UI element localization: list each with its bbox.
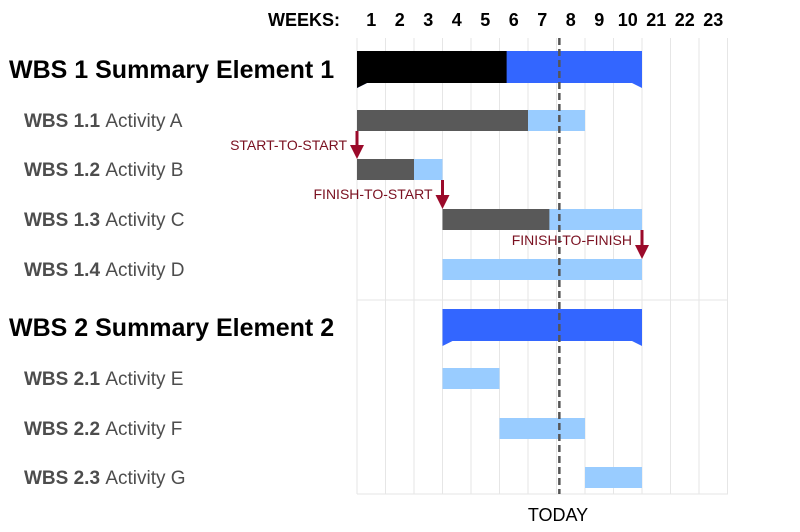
activity-label: WBS 2.3 Activity G	[24, 468, 186, 489]
week-number: 5	[480, 10, 490, 30]
dependency-label: FINISH-TO-START	[314, 186, 433, 202]
week-number: 1	[366, 10, 376, 30]
week-number: 10	[618, 10, 638, 30]
activity-code: WBS 1.2	[24, 160, 105, 181]
activity-bar-remaining	[585, 467, 642, 488]
activity-name: Activity C	[105, 210, 184, 231]
week-number: 7	[537, 10, 547, 30]
activity-code: WBS 1.3	[24, 210, 105, 231]
bar-layer	[357, 51, 642, 488]
arrow-head	[435, 195, 450, 209]
week-number: 21	[646, 10, 666, 30]
activity-code: WBS 2.1	[24, 369, 105, 390]
activity-bar-complete	[357, 159, 414, 180]
arrow-head	[635, 245, 649, 259]
summary-bar-complete	[357, 51, 507, 88]
dependency-arrow: FINISH-TO-START	[314, 180, 450, 209]
activity-code: WBS 1.1	[24, 111, 105, 132]
dependency-label: START-TO-START	[230, 137, 347, 153]
summary-label: WBS 1 Summary Element 1	[9, 56, 334, 84]
activity-label: WBS 2.2 Activity F	[24, 419, 182, 440]
activity-name: Activity G	[105, 468, 185, 489]
arrow-head	[350, 145, 364, 159]
activity-name: Activity E	[105, 369, 183, 390]
dependency-arrow: FINISH-TO-FINISH	[512, 230, 649, 259]
activity-name: Activity B	[105, 160, 183, 181]
activity-label: WBS 1.1 Activity A	[24, 111, 183, 132]
activity-label: WBS 2.1 Activity E	[24, 369, 183, 390]
activity-label: WBS 1.4 Activity D	[24, 260, 185, 281]
summary-bar	[357, 51, 642, 88]
summary-bar	[442, 309, 642, 346]
week-number: 9	[594, 10, 604, 30]
week-number: 3	[423, 10, 433, 30]
week-number: 6	[509, 10, 519, 30]
activity-name: Activity A	[105, 111, 182, 132]
activity-code: WBS 1.4	[24, 260, 105, 281]
week-number: 8	[566, 10, 576, 30]
week-number: 23	[703, 10, 723, 30]
dependency-label: FINISH-TO-FINISH	[512, 232, 632, 248]
today-label: TODAY	[528, 505, 588, 525]
activity-bar-remaining	[442, 368, 500, 389]
activity-code: WBS 2.2	[24, 419, 105, 440]
activity-name: Activity D	[105, 260, 184, 281]
activity-code: WBS 2.3	[24, 468, 105, 489]
summary-bar-remaining	[442, 309, 642, 346]
dependency-arrow: START-TO-START	[230, 131, 364, 159]
dependency-layer: START-TO-START FINISH-TO-START FINISH-TO-F…	[230, 131, 649, 259]
summary-label: WBS 2 Summary Element 2	[9, 314, 334, 342]
week-number: 22	[675, 10, 695, 30]
week-number: 4	[452, 10, 462, 30]
activity-label: WBS 1.2 Activity B	[24, 160, 183, 181]
row-labels: WBS 1 Summary Element 1 WBS 1.1 Activity …	[9, 56, 334, 489]
activity-name: Activity F	[105, 419, 182, 440]
activity-label: WBS 1.3 Activity C	[24, 210, 185, 231]
today-marker: TODAY	[528, 38, 588, 525]
activity-bar-complete	[442, 209, 550, 230]
activity-bar-complete	[357, 110, 528, 131]
weeks-label: WEEKS:	[268, 10, 340, 30]
week-number: 2	[395, 10, 405, 30]
activity-bar-remaining	[499, 418, 585, 439]
week-header: WEEKS: 1 2 3 4 5 6 7 8 9 10 21 22 23	[268, 10, 723, 30]
activity-bar-remaining	[442, 259, 642, 280]
